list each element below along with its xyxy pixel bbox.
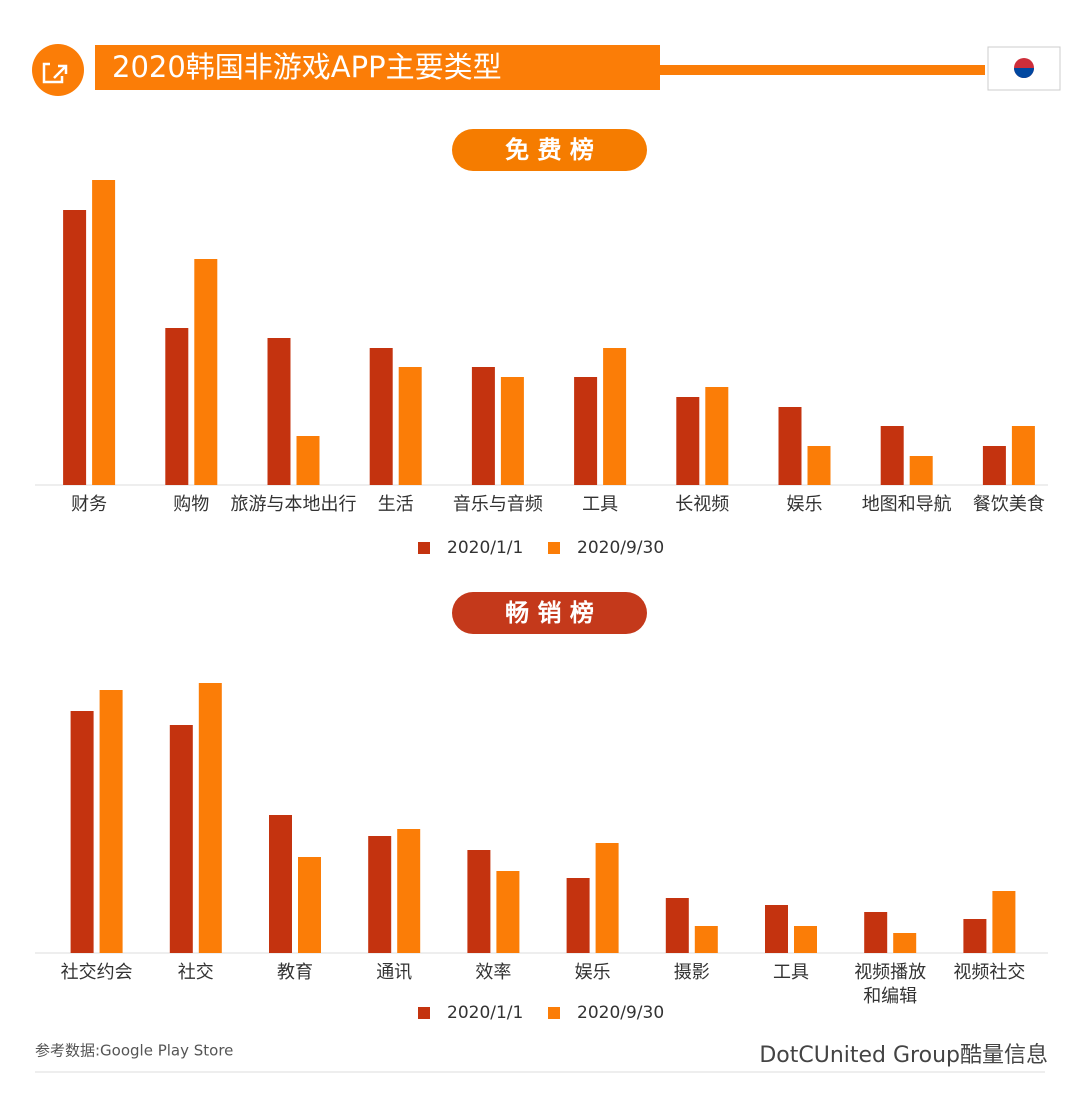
x-tick-label: 效率 [475,962,511,983]
bar [500,377,524,485]
x-tick-label: 社交约会 [61,962,133,983]
bar [397,829,421,953]
bar [169,725,193,953]
bar [298,857,321,953]
x-tick-label: 教育 [277,962,313,983]
bar [794,926,817,953]
bar [909,456,933,485]
bar [92,180,116,485]
chart-title-pill [452,592,647,634]
bar [63,210,87,485]
bar [471,367,495,485]
header-line [660,65,985,75]
legend-swatch [418,542,430,554]
legend-swatch [548,542,560,554]
x-tick-label: 摄影 [674,962,710,983]
bar [194,259,218,485]
x-tick-label: 生活 [378,494,414,515]
page-title: 2020韩国非游戏APP主要类型 [112,50,502,84]
bar [676,397,700,485]
flag-emblem-half [1014,68,1034,78]
x-tick-label: 工具 [582,494,618,515]
bar [992,891,1016,953]
x-tick-label: 购物 [173,494,209,515]
chart-title-pill [452,129,647,171]
bar [778,407,802,485]
source: 参考数据:Google Play Store [35,1042,233,1060]
icon-arrow [42,62,68,84]
bar [198,683,222,953]
bar [864,912,888,953]
bar [467,850,491,953]
x-tick-label: 工具 [773,962,809,983]
x-tick-label: 视频播放和编辑 [854,962,926,1007]
bar [595,843,619,953]
x-tick-label: 娱乐 [787,494,823,515]
bar [880,426,904,485]
x-tick-label: 旅游与本地出行 [231,494,357,515]
x-tick-label: 娱乐 [575,962,611,983]
x-tick-label: 餐饮美食 [973,494,1045,515]
bar [70,711,94,953]
legend-swatch [548,1007,560,1019]
bar [369,348,393,485]
header-icon [32,44,84,96]
chart-title: 畅 销 榜 [505,599,594,627]
bar [267,338,291,485]
legend-label: 2020/1/1 [447,1003,523,1023]
brand: DotCUnited Group酷量信息 [759,1043,1048,1068]
legend-swatch [418,1007,430,1019]
bar [566,878,590,953]
bar [982,446,1006,485]
chart-title: 免 费 榜 [505,136,594,164]
x-tick-label: 视频社交 [953,962,1025,983]
bar [765,905,788,953]
header-bar [95,45,660,90]
bar [893,933,917,953]
bar [807,446,831,485]
legend-label: 2020/1/1 [447,538,523,558]
bar [603,348,627,485]
x-tick-label: 通讯 [376,962,412,983]
x-tick-label: 地图和导航 [862,494,952,515]
bar [496,871,520,953]
bar [296,436,320,485]
bar [694,926,718,953]
bar [99,690,123,953]
bar [574,377,598,485]
bar [269,815,292,953]
x-tick-label: 长视频 [675,494,729,515]
bar [963,919,987,953]
x-tick-label: 音乐与音频 [453,494,543,515]
bar [1011,426,1035,485]
x-tick-label: 财务 [71,494,107,515]
bar [165,328,189,485]
flag [987,46,1061,91]
x-tick-label: 社交 [178,962,214,983]
bar [368,836,392,953]
bar [705,387,729,485]
bar [398,367,422,485]
bar [665,898,689,953]
legend-label: 2020/9/30 [577,538,664,558]
legend-label: 2020/9/30 [577,1003,664,1023]
